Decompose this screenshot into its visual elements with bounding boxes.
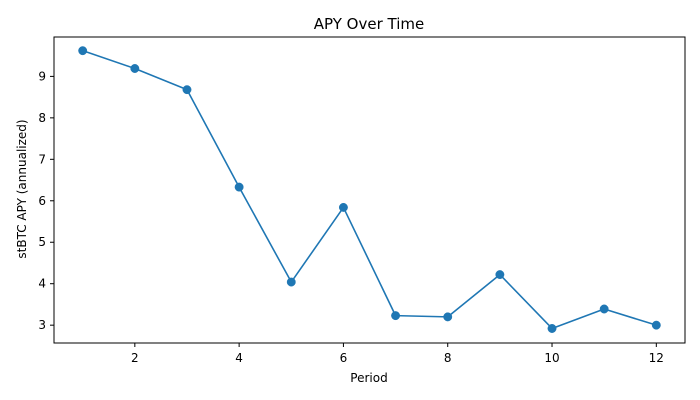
y-tick-label: 8 bbox=[38, 111, 46, 125]
y-tick-label: 9 bbox=[38, 69, 46, 83]
y-tick-label: 7 bbox=[38, 152, 46, 166]
x-tick-label: 12 bbox=[649, 351, 664, 365]
x-tick-label: 4 bbox=[235, 351, 243, 365]
chart-title: APY Over Time bbox=[314, 15, 424, 33]
data-point bbox=[651, 320, 661, 330]
y-axis-label: stBTC APY (annualized) bbox=[15, 119, 29, 258]
y-tick-label: 3 bbox=[38, 318, 46, 332]
x-axis: 2 4 6 8 10 12 bbox=[131, 343, 664, 365]
plot-frame bbox=[53, 36, 686, 344]
data-point bbox=[130, 64, 140, 73]
data-point bbox=[286, 277, 296, 287]
y-tick-label: 5 bbox=[38, 235, 46, 249]
data-point bbox=[495, 270, 505, 280]
x-tick-label: 10 bbox=[544, 351, 559, 365]
x-tick-label: 2 bbox=[131, 351, 139, 365]
x-axis-label: Period bbox=[350, 371, 387, 385]
y-axis: 3 4 5 6 7 8 9 bbox=[38, 69, 54, 332]
y-tick-label: 4 bbox=[38, 277, 46, 291]
data-point bbox=[599, 304, 609, 314]
series-line bbox=[81, 49, 658, 330]
x-tick-label: 8 bbox=[444, 351, 452, 365]
data-point bbox=[443, 312, 453, 322]
series-layer bbox=[78, 46, 661, 333]
y-tick-label: 6 bbox=[38, 194, 46, 208]
data-point bbox=[234, 182, 244, 192]
data-point bbox=[338, 202, 348, 212]
data-point bbox=[547, 324, 557, 333]
data-point bbox=[78, 46, 88, 56]
x-tick-label: 6 bbox=[340, 351, 348, 365]
data-point bbox=[391, 311, 401, 321]
data-point bbox=[182, 85, 192, 95]
plot-border bbox=[53, 36, 686, 344]
